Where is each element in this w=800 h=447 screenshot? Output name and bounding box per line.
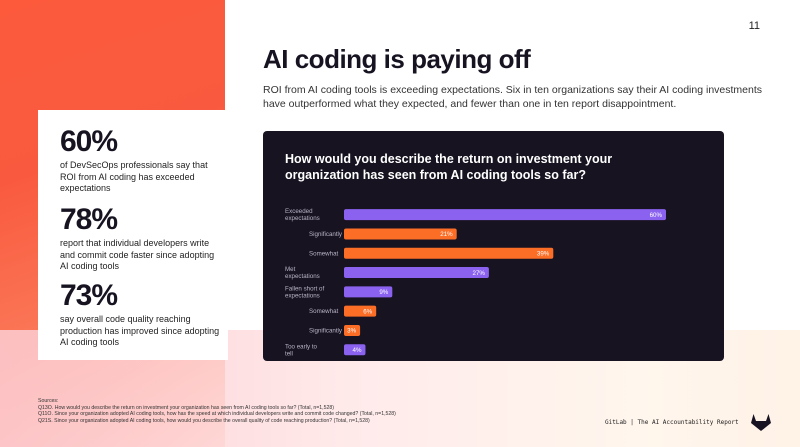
chart-title: How would you describe the return on inv… bbox=[285, 152, 613, 182]
value-label-5: 6% bbox=[363, 308, 372, 315]
sources-block: Sources: Q13O. How would you describe th… bbox=[38, 398, 396, 424]
category-label-somewhat: Somewhat bbox=[309, 308, 339, 315]
value-label-6: 3% bbox=[347, 328, 356, 335]
bar-significantly-1 bbox=[344, 228, 457, 240]
stat-speed: 78% report that individual developers wr… bbox=[60, 204, 220, 273]
stat-description: say overall code quality reaching produc… bbox=[60, 314, 220, 347]
bar-somewhat-5 bbox=[344, 305, 377, 317]
source-q21s: Q21S. Since your organization adopted AI… bbox=[38, 417, 370, 424]
value-label-3: 27% bbox=[473, 270, 486, 277]
gitlab-tanuki-icon bbox=[751, 414, 771, 431]
category-label-met-expectations: Met expectations bbox=[285, 266, 320, 280]
category-label-fallen-short-of-expectations: Fallen short of expectations bbox=[285, 285, 324, 299]
value-label-0: 60% bbox=[650, 212, 663, 219]
bar-significantly-6 bbox=[344, 324, 361, 336]
bar-met-expectations-3 bbox=[344, 267, 489, 279]
value-label-7: 4% bbox=[353, 347, 362, 354]
page-number: 11 bbox=[748, 20, 760, 32]
bar-exceeded-expectations-0 bbox=[344, 209, 666, 221]
page-subtitle: ROI from AI coding tools is exceeding ex… bbox=[263, 84, 763, 110]
category-label-significantly: Significantly bbox=[309, 231, 343, 238]
roi-bar-chart: Exceeded expectations 60% Significantly 21% S… bbox=[285, 208, 666, 357]
category-label-exceeded-expectations: Exceeded expectations bbox=[285, 208, 320, 222]
value-label-2: 39% bbox=[537, 250, 550, 257]
category-label-too-early-to-tell: Too early to tell bbox=[285, 343, 318, 357]
bar-somewhat-2 bbox=[344, 247, 554, 259]
category-label-significantly: Significantly bbox=[309, 327, 343, 334]
category-label-somewhat: Somewhat bbox=[309, 250, 339, 257]
stat-description: of DevSecOps professionals say that ROI … bbox=[60, 160, 208, 193]
bar-too-early-to-tell-7 bbox=[344, 344, 366, 356]
stat-value: 78% bbox=[60, 203, 118, 236]
stat-description: report that individual developers write … bbox=[60, 238, 215, 271]
stats-card: 60% of DevSecOps professionals say that … bbox=[38, 110, 228, 360]
page-title: AI coding is paying off bbox=[263, 44, 531, 74]
bar-fallen-short-of-expectations-4 bbox=[344, 286, 393, 298]
value-label-1: 21% bbox=[440, 231, 453, 238]
stat-value: 73% bbox=[60, 279, 118, 312]
value-label-4: 9% bbox=[379, 289, 388, 296]
chart-panel: How would you describe the return on inv… bbox=[263, 131, 724, 361]
sources-heading: Sources: bbox=[38, 398, 59, 404]
stat-roi: 60% of DevSecOps professionals say that … bbox=[60, 126, 220, 195]
source-q11o: Q11O. Since your organization adopted AI… bbox=[38, 411, 396, 418]
stat-value: 60% bbox=[60, 125, 118, 158]
stat-quality: 73% say overall code quality reaching pr… bbox=[60, 280, 220, 349]
source-q13o: Q13O. How would you describe the return … bbox=[38, 404, 334, 411]
report-footer: GitLab | The AI Accountability Report bbox=[605, 419, 739, 426]
